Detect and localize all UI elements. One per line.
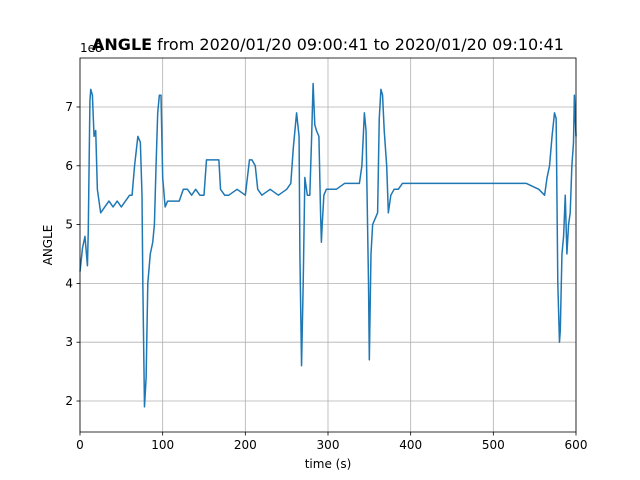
x-axis-label: time (s)	[305, 457, 352, 471]
y-tick-label: 3	[65, 335, 73, 349]
x-tick-label: 600	[565, 438, 588, 452]
x-tick-label: 300	[317, 438, 340, 452]
y-axis-label: ANGLE	[41, 225, 55, 266]
x-tick-label: 500	[482, 438, 505, 452]
y-tick-label: 5	[65, 218, 73, 232]
x-tick-label: 100	[151, 438, 174, 452]
chart-title: ANGLE from 2020/01/20 09:00:41 to 2020/01…	[92, 35, 564, 54]
title-bold: ANGLE	[92, 35, 152, 54]
y-tick-label: 6	[65, 159, 73, 173]
y-tick-label: 4	[65, 276, 73, 290]
y-tick-label: 2	[65, 394, 73, 408]
title-rest: from 2020/01/20 09:00:41 to 2020/01/20 0…	[157, 35, 564, 54]
x-tick-label: 200	[234, 438, 257, 452]
x-tick-label: 0	[76, 438, 84, 452]
plot-frame	[79, 57, 577, 433]
data-line	[79, 82, 577, 408]
y-tick-label: 7	[65, 100, 73, 114]
x-tick-label: 400	[399, 438, 422, 452]
y-offset-label: 1e8	[80, 41, 103, 55]
